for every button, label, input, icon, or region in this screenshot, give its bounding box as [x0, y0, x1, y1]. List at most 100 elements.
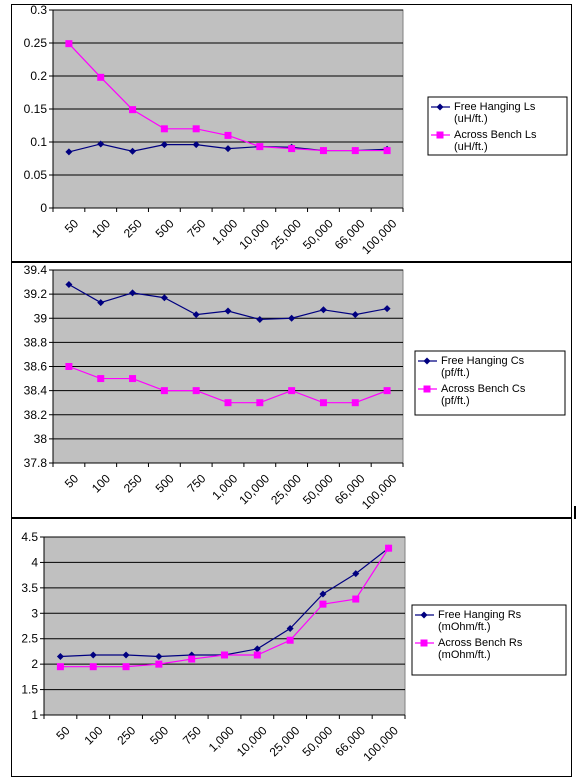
y-tick-label: 0.3	[30, 3, 47, 17]
x-tick-label: 250	[121, 216, 145, 240]
legend-label: Across Bench Ls	[454, 129, 537, 141]
data-point-square	[192, 125, 200, 133]
x-tick-label: 750	[180, 723, 204, 747]
data-point-square	[160, 125, 168, 133]
y-tick-label: 4.5	[21, 530, 38, 544]
legend-marker-square	[420, 639, 428, 647]
data-point-diamond	[319, 306, 327, 314]
x-tick-label: 750	[184, 216, 208, 240]
data-point-diamond	[129, 147, 137, 155]
x-tick-label: 50	[62, 216, 82, 236]
x-tick-label: 50	[53, 723, 73, 743]
x-tick-label: 50,000	[300, 216, 336, 252]
y-tick-label: 39.2	[24, 287, 48, 301]
data-point-diamond	[188, 651, 196, 659]
legend-marker-diamond	[436, 103, 444, 111]
data-point-square	[319, 147, 327, 155]
y-tick-label: 0.05	[24, 168, 48, 182]
x-tick-label: 1,000	[206, 723, 237, 754]
legend-label: Free Hanging Cs	[441, 355, 525, 367]
chart-panel-resistance: 1 1.5 2 2.5 3 3.5 4 4.5 50 100 250 500 750 1,000 10,00…	[11, 518, 572, 777]
data-point-square	[188, 655, 196, 663]
chart-panel-inductance: 0 0.05 0.1 0.15 0.2 0.25 0.3 50 100 250 500 750 1,00…	[11, 3, 572, 262]
data-point-diamond	[155, 653, 163, 661]
legend-label: Across Bench Rs	[438, 637, 523, 649]
x-tick-label: 500	[153, 471, 177, 495]
x-tick-label: 100,000	[360, 723, 401, 764]
x-tick-label: 25,000	[268, 216, 304, 252]
data-point-square	[383, 147, 391, 155]
data-point-square	[65, 40, 73, 48]
data-point-diamond	[122, 651, 130, 659]
legend-label: (uH/ft.)	[454, 141, 488, 153]
x-tick-label: 500	[147, 723, 171, 747]
y-tick-label: 2.5	[21, 632, 38, 646]
y-tick-label: 4	[31, 555, 38, 569]
data-point-square	[288, 387, 296, 395]
text-cursor	[574, 506, 576, 519]
x-tick-label: 100,000	[359, 216, 400, 257]
data-point-square	[56, 663, 64, 671]
data-point-diamond	[286, 625, 294, 633]
data-point-square	[97, 375, 105, 383]
data-point-square	[352, 595, 360, 603]
y-tick-label: 38.6	[24, 360, 48, 374]
data-point-square	[224, 399, 232, 407]
y-tick-label: 38.4	[24, 384, 48, 398]
x-tick-label: 250	[114, 723, 138, 747]
data-point-diamond	[160, 141, 168, 149]
data-point-square	[155, 660, 163, 668]
legend-label: (mOhm/ft.)	[438, 649, 491, 661]
x-tick-label: 100	[82, 723, 106, 747]
data-point-diamond	[256, 315, 264, 323]
data-point-diamond	[56, 653, 64, 661]
data-point-square	[253, 651, 261, 659]
data-point-diamond	[97, 299, 105, 307]
legend-box	[414, 350, 566, 416]
data-point-diamond	[192, 141, 200, 149]
legend-label: (mOhm/ft.)	[438, 621, 491, 633]
y-tick-label: 3.5	[21, 581, 38, 595]
data-point-diamond	[160, 294, 168, 302]
legend-marker-diamond	[423, 357, 431, 365]
data-point-diamond	[253, 645, 261, 653]
data-point-square	[256, 143, 264, 151]
chart-panel-capacitance: 37.8 38 38.2 38.4 38.6 38.8 39 39.2 39.4 50 100 250…	[11, 262, 572, 518]
y-tick-label: 37.8	[24, 456, 48, 470]
data-point-diamond	[352, 570, 360, 578]
x-tick-label: 50	[62, 471, 82, 491]
data-point-square	[89, 663, 97, 671]
y-tick-label: 0.2	[30, 69, 47, 83]
legend-box	[411, 604, 567, 676]
x-tick-label: 25,000	[268, 471, 304, 507]
data-point-diamond	[351, 311, 359, 319]
data-point-diamond	[89, 651, 97, 659]
data-point-square	[351, 399, 359, 407]
y-tick-label: 39	[34, 311, 48, 325]
legend-marker-square	[436, 131, 444, 139]
data-point-diamond	[65, 148, 73, 156]
legend-marker-square	[423, 385, 431, 393]
legend-marker-diamond	[420, 611, 428, 619]
y-tick-label: 39.4	[24, 263, 48, 277]
data-point-square	[286, 636, 294, 644]
capacitance-chart: 37.8 38 38.2 38.4 38.6 38.8 39 39.2 39.4 50 100 250…	[24, 263, 566, 512]
data-point-square	[160, 387, 168, 395]
x-tick-label: 10,000	[236, 216, 272, 252]
data-point-square	[319, 600, 327, 608]
data-point-diamond	[97, 140, 105, 148]
x-tick-label: 100	[89, 216, 113, 240]
data-point-diamond	[65, 280, 73, 288]
data-point-square	[288, 145, 296, 153]
data-point-square	[385, 544, 393, 552]
data-point-square	[221, 651, 228, 659]
y-tick-label: 0.15	[24, 102, 48, 116]
legend-label: Free Hanging Rs	[438, 609, 522, 621]
data-point-square	[319, 399, 327, 407]
legend-box	[427, 96, 568, 156]
x-tick-label: 10,000	[236, 471, 272, 507]
y-tick-label: 1.5	[21, 683, 38, 697]
data-point-square	[351, 147, 359, 155]
resistance-chart: 1 1.5 2 2.5 3 3.5 4 4.5 50 100 250 500 750 1,00010,00…	[21, 530, 567, 764]
y-tick-label: 3	[31, 606, 38, 620]
